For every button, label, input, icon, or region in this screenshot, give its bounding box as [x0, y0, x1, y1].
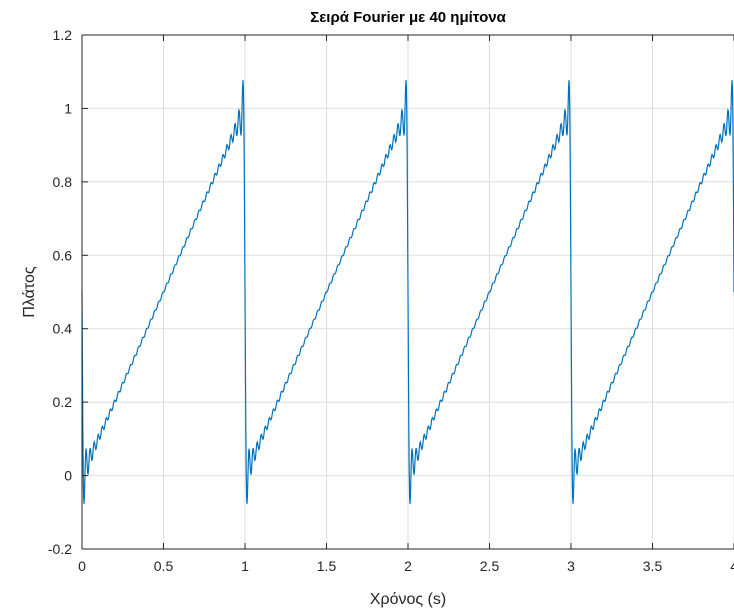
x-tick-label: 1 — [241, 558, 249, 574]
y-tick-label: 0.8 — [53, 174, 73, 190]
chart-title: Σειρά Fourier με 40 ημίτονα — [310, 9, 506, 26]
x-tick-label: 2 — [404, 558, 412, 574]
y-tick-label: -0.2 — [48, 541, 72, 557]
x-tick-label: 1.5 — [317, 558, 337, 574]
x-tick-label: 3 — [567, 558, 575, 574]
y-tick-label: 0.6 — [53, 247, 73, 263]
x-tick-label: 0 — [78, 558, 86, 574]
y-tick-label: 0 — [64, 468, 72, 484]
series-layer — [81, 80, 734, 504]
x-tick-label: 3.5 — [643, 558, 663, 574]
x-axis-label: Χρόνος (s) — [370, 591, 446, 608]
ticks: 0 0.5 1 1.5 2 2.5 3 3.5 4 -0.2 0 0.2 0.4 0.6 0.8 1 1.2 — [48, 27, 734, 574]
y-axis-label: Πλάτος — [21, 266, 38, 318]
series-line — [81, 80, 734, 504]
y-tick-label: 1.2 — [53, 27, 73, 43]
y-tick-label: 0.4 — [53, 321, 73, 337]
x-tick-label: 4 — [730, 558, 734, 574]
y-tick-label: 1 — [64, 100, 72, 116]
y-tick-label: 0.2 — [53, 394, 73, 410]
x-tick-label: 0.5 — [154, 558, 174, 574]
x-tick-label: 2.5 — [480, 558, 500, 574]
